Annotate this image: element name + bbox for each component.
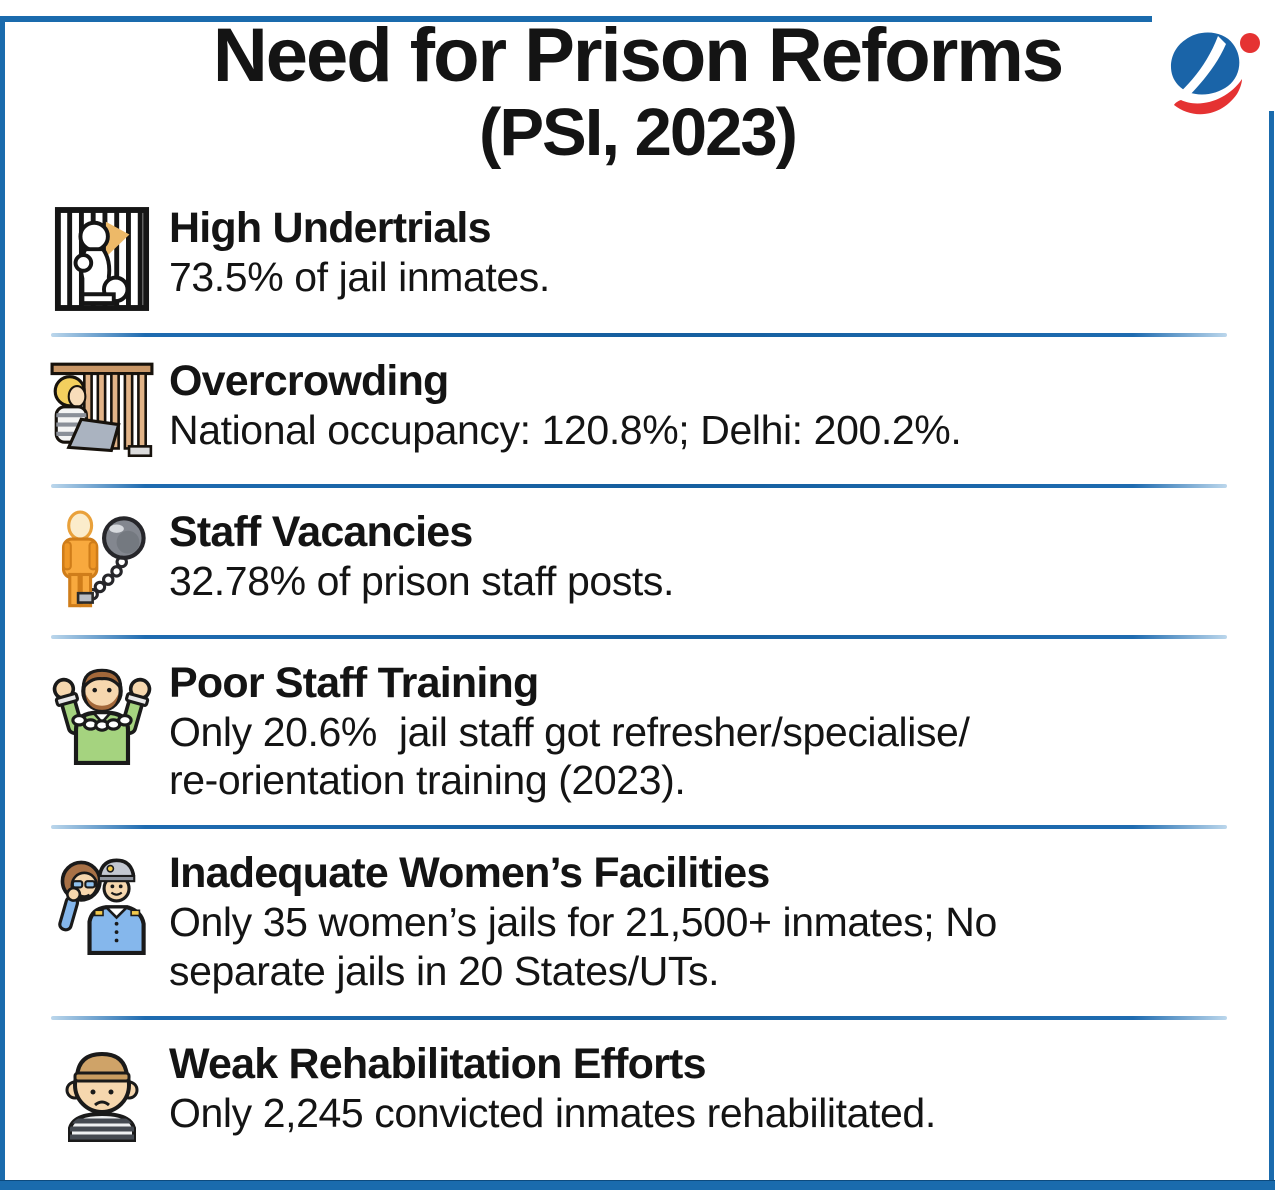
- section-divider: [51, 825, 1227, 830]
- item-weak-rehabilitation: Weak Rehabilitation Efforts Only 2,245 c…: [45, 1020, 1233, 1163]
- item-title: Inadequate Women’s Facilities: [169, 849, 770, 898]
- item-description: 32.78% of prison staff posts.: [169, 557, 675, 604]
- handcuffed-man-icon: [45, 659, 159, 765]
- page-title-line-1: Need for Prison Reforms: [212, 13, 1064, 98]
- item-text: Weak Rehabilitation Efforts Only 2,245 c…: [169, 1040, 1233, 1137]
- page-border-right: [1269, 111, 1274, 1190]
- page-border-bottom: [0, 1180, 1275, 1190]
- item-text: Overcrowding National occupancy: 120.8%;…: [169, 357, 1233, 454]
- inmate-sitting-in-cell-icon: [45, 357, 159, 463]
- item-description: 73.5% of jail inmates.: [169, 253, 550, 300]
- globe-swoosh-logo-icon: [1157, 30, 1263, 126]
- prisoner-behind-bars-icon: [45, 204, 159, 312]
- item-description: Only 2,245 convicted inmates rehabilitat…: [169, 1090, 936, 1137]
- item-inadequate-womens-facilities: Inadequate Women’s Facilities Only 35 wo…: [45, 829, 1233, 1016]
- section-divider: [51, 634, 1227, 639]
- reform-items-list: High Undertrials 73.5% of jail inmates.: [0, 178, 1275, 1164]
- item-title: High Undertrials: [169, 203, 492, 252]
- item-high-undertrials: High Undertrials 73.5% of jail inmates.: [45, 184, 1233, 333]
- item-description: Only 20.6% jail staff got refresher/spec…: [169, 708, 970, 803]
- item-text: High Undertrials 73.5% of jail inmates.: [169, 204, 1233, 301]
- ball-and-chain-icon: [45, 508, 159, 614]
- section-divider: [51, 1016, 1227, 1021]
- item-overcrowding: Overcrowding National occupancy: 120.8%;…: [45, 337, 1233, 484]
- item-staff-vacancies: Staff Vacancies 32.78% of prison staff p…: [45, 488, 1233, 635]
- item-text: Inadequate Women’s Facilities Only 35 wo…: [169, 849, 1233, 995]
- page-border-left: [0, 16, 5, 1190]
- item-text: Poor Staff Training Only 20.6% jail staf…: [169, 659, 1233, 805]
- section-divider: [51, 483, 1227, 488]
- item-poor-staff-training: Poor Staff Training Only 20.6% jail staf…: [45, 639, 1233, 826]
- item-title: Overcrowding: [169, 356, 449, 405]
- item-title: Staff Vacancies: [169, 507, 473, 556]
- policewoman-and-woman-icon: [45, 849, 159, 956]
- page-title: Need for Prison Reforms (PSI, 2023): [60, 13, 1215, 170]
- item-title: Weak Rehabilitation Efforts: [169, 1040, 706, 1089]
- item-description: Only 35 women’s jails for 21,500+ inmate…: [169, 899, 997, 994]
- page-title-line-2: (PSI, 2023): [479, 94, 798, 170]
- page-border-top: [0, 16, 1152, 22]
- section-divider: [51, 332, 1227, 337]
- item-text: Staff Vacancies 32.78% of prison staff p…: [169, 508, 1233, 605]
- item-description: National occupancy: 120.8%; Delhi: 200.2…: [169, 406, 962, 453]
- item-title: Poor Staff Training: [169, 658, 539, 707]
- sad-prisoner-icon: [45, 1040, 159, 1143]
